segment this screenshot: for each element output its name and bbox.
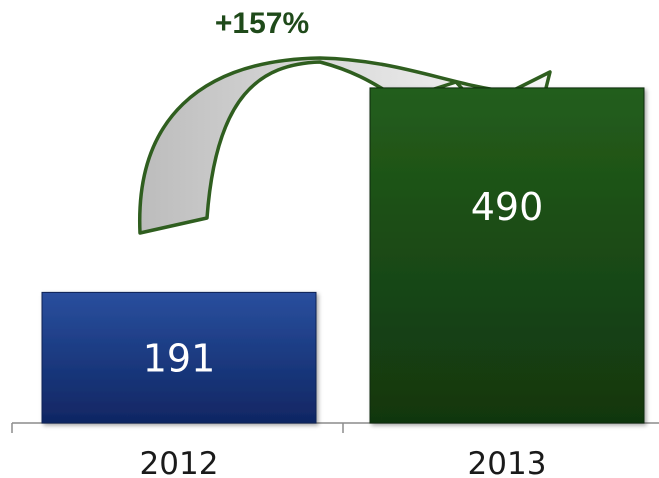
bar-2012 — [41, 291, 317, 424]
growth-label: +157% — [215, 7, 309, 40]
data-label-2012: 191 — [143, 337, 216, 381]
data-label-2013: 490 — [471, 185, 544, 229]
tick-label-2013: 2013 — [468, 446, 547, 478]
bar-2013 — [369, 87, 645, 424]
tick-label-2012: 2012 — [140, 446, 219, 478]
